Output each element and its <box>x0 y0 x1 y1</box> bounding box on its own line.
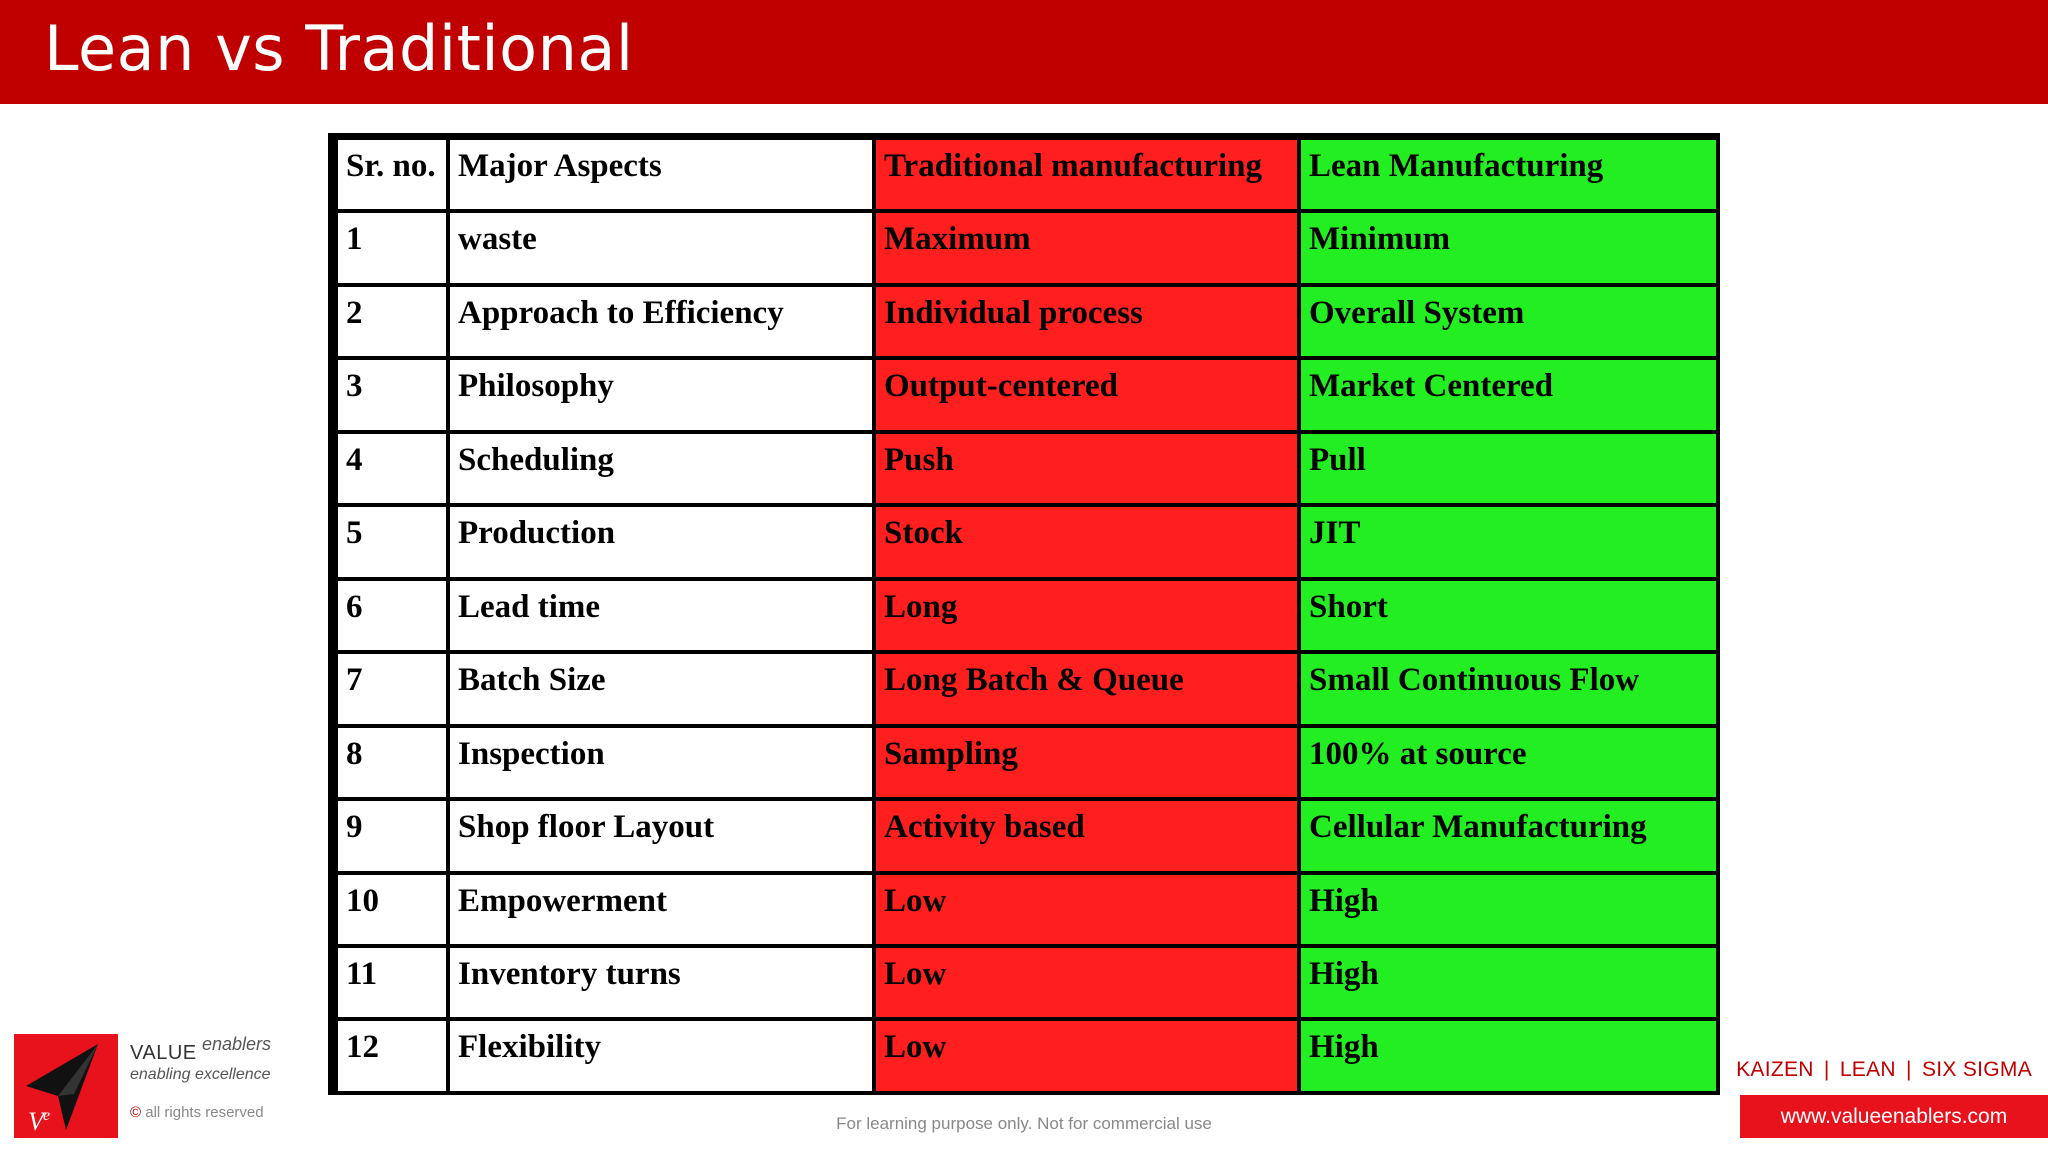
table-row: 2 Approach to Efficiency Individual proces… <box>334 282 1720 361</box>
cell-lean: Minimum <box>1297 209 1720 287</box>
cell-lean: High <box>1297 943 1720 1022</box>
svg-text:V: V <box>28 1107 47 1136</box>
cell-lean: Cellular Manufacturing <box>1297 797 1720 875</box>
rights-notice: © all rights reserved <box>130 1104 264 1121</box>
cell-traditional: Low <box>872 870 1301 948</box>
cell-lean: High <box>1297 1017 1720 1095</box>
title-bar: Lean vs Traditional <box>0 0 2048 104</box>
table-header-row: Sr. no. Major Aspects Traditional manufa… <box>334 135 1720 214</box>
cell-sr-no: 1 <box>334 209 450 287</box>
comparison-table-wrap: Sr. no. Major Aspects Traditional manufa… <box>328 133 1720 1095</box>
header-lean: Lean Manufacturing <box>1297 135 1720 214</box>
cell-traditional: Stock <box>872 503 1301 581</box>
cell-traditional: Long <box>872 576 1301 655</box>
cell-aspect: Philosophy <box>446 356 876 434</box>
cell-lean: Small Continuous Flow <box>1297 650 1720 728</box>
cell-aspect: Scheduling <box>446 429 876 508</box>
cell-sr-no: 4 <box>334 429 450 508</box>
tag-six-sigma: SIX SIGMA <box>1921 1058 2032 1081</box>
cell-sr-no: 11 <box>334 943 450 1022</box>
cell-traditional: Low <box>872 943 1301 1022</box>
cell-sr-no: 12 <box>334 1017 450 1095</box>
table-row: 4 Scheduling Push Pull <box>334 429 1720 508</box>
table-row: 7 Batch Size Long Batch & Queue Small Conti… <box>334 650 1720 728</box>
table-row: 6 Lead time Long Short <box>334 576 1720 655</box>
website-url[interactable]: www.valueenablers.com <box>1740 1095 2048 1138</box>
brand-tagline-small: enabling excellence <box>130 1066 271 1083</box>
table-row: 11 Inventory turns Low High <box>334 943 1720 1022</box>
cell-aspect: Batch Size <box>446 650 876 728</box>
cell-aspect: Empowerment <box>446 870 876 948</box>
cell-aspect: Shop floor Layout <box>446 797 876 875</box>
header-traditional: Traditional manufacturing <box>872 135 1301 214</box>
table-row: 3 Philosophy Output-centered Market Centere… <box>334 356 1720 434</box>
cell-lean: Pull <box>1297 429 1720 508</box>
tag-lean: LEAN <box>1839 1058 1896 1081</box>
cell-traditional: Output-centered <box>872 356 1301 434</box>
cell-traditional: Push <box>872 429 1301 508</box>
cell-sr-no: 10 <box>334 870 450 948</box>
tag-separator: | <box>1906 1058 1912 1081</box>
header-sr-no: Sr. no. <box>334 135 450 214</box>
table-row: 5 Production Stock JIT <box>334 503 1720 581</box>
footer-note: For learning purpose only. Not for comme… <box>836 1114 1212 1133</box>
tag-kaizen: KAIZEN <box>1736 1058 1814 1081</box>
brand-value: VALUE <box>130 1042 197 1064</box>
rights-text: all rights reserved <box>145 1104 264 1121</box>
table-row: 1 waste Maximum Minimum <box>334 209 1720 287</box>
cell-traditional: Individual process <box>872 282 1301 361</box>
cell-lean: 100% at source <box>1297 723 1720 802</box>
cell-aspect: Approach to Efficiency <box>446 282 876 361</box>
cell-traditional: Low <box>872 1017 1301 1095</box>
cell-sr-no: 5 <box>334 503 450 581</box>
page-title: Lean vs Traditional <box>44 12 634 85</box>
comparison-table: Sr. no. Major Aspects Traditional manufa… <box>334 135 1720 1095</box>
cell-aspect: waste <box>446 209 876 287</box>
cell-aspect: Inspection <box>446 723 876 802</box>
copyright-icon: © <box>130 1104 142 1121</box>
tag-separator: | <box>1823 1058 1830 1081</box>
cell-traditional: Maximum <box>872 209 1301 287</box>
cell-sr-no: 9 <box>334 797 450 875</box>
cell-sr-no: 3 <box>334 356 450 434</box>
table-row: 12 Flexibility Low High <box>334 1017 1720 1095</box>
cell-traditional: Sampling <box>872 723 1301 802</box>
header-major-aspects: Major Aspects <box>446 135 876 214</box>
cell-lean: Overall System <box>1297 282 1720 361</box>
cell-lean: JIT <box>1297 503 1720 581</box>
svg-text:e: e <box>43 1107 50 1124</box>
cell-traditional: Long Batch & Queue <box>872 650 1301 728</box>
star-logo-icon: V e <box>14 1034 118 1138</box>
cell-aspect: Lead time <box>446 576 876 655</box>
cell-lean: Short <box>1297 576 1720 655</box>
cell-sr-no: 8 <box>334 723 450 802</box>
cell-lean: High <box>1297 870 1720 948</box>
cell-sr-no: 6 <box>334 576 450 655</box>
cell-sr-no: 7 <box>334 650 450 728</box>
table-row: 9 Shop floor Layout Activity based Cellular… <box>334 797 1720 875</box>
cell-lean: Market Centered <box>1297 356 1720 434</box>
cell-aspect: Inventory turns <box>446 943 876 1022</box>
cell-sr-no: 2 <box>334 282 450 361</box>
service-tags: KAIZEN | LEAN | SIX SIGMA <box>1736 1058 2032 1082</box>
table-row: 10 Empowerment Low High <box>334 870 1720 948</box>
table-row: 8 Inspection Sampling 100% at source <box>334 723 1720 802</box>
cell-aspect: Production <box>446 503 876 581</box>
cell-aspect: Flexibility <box>446 1017 876 1095</box>
brand-enablers: enablers <box>202 1034 272 1054</box>
cell-traditional: Activity based <box>872 797 1301 875</box>
